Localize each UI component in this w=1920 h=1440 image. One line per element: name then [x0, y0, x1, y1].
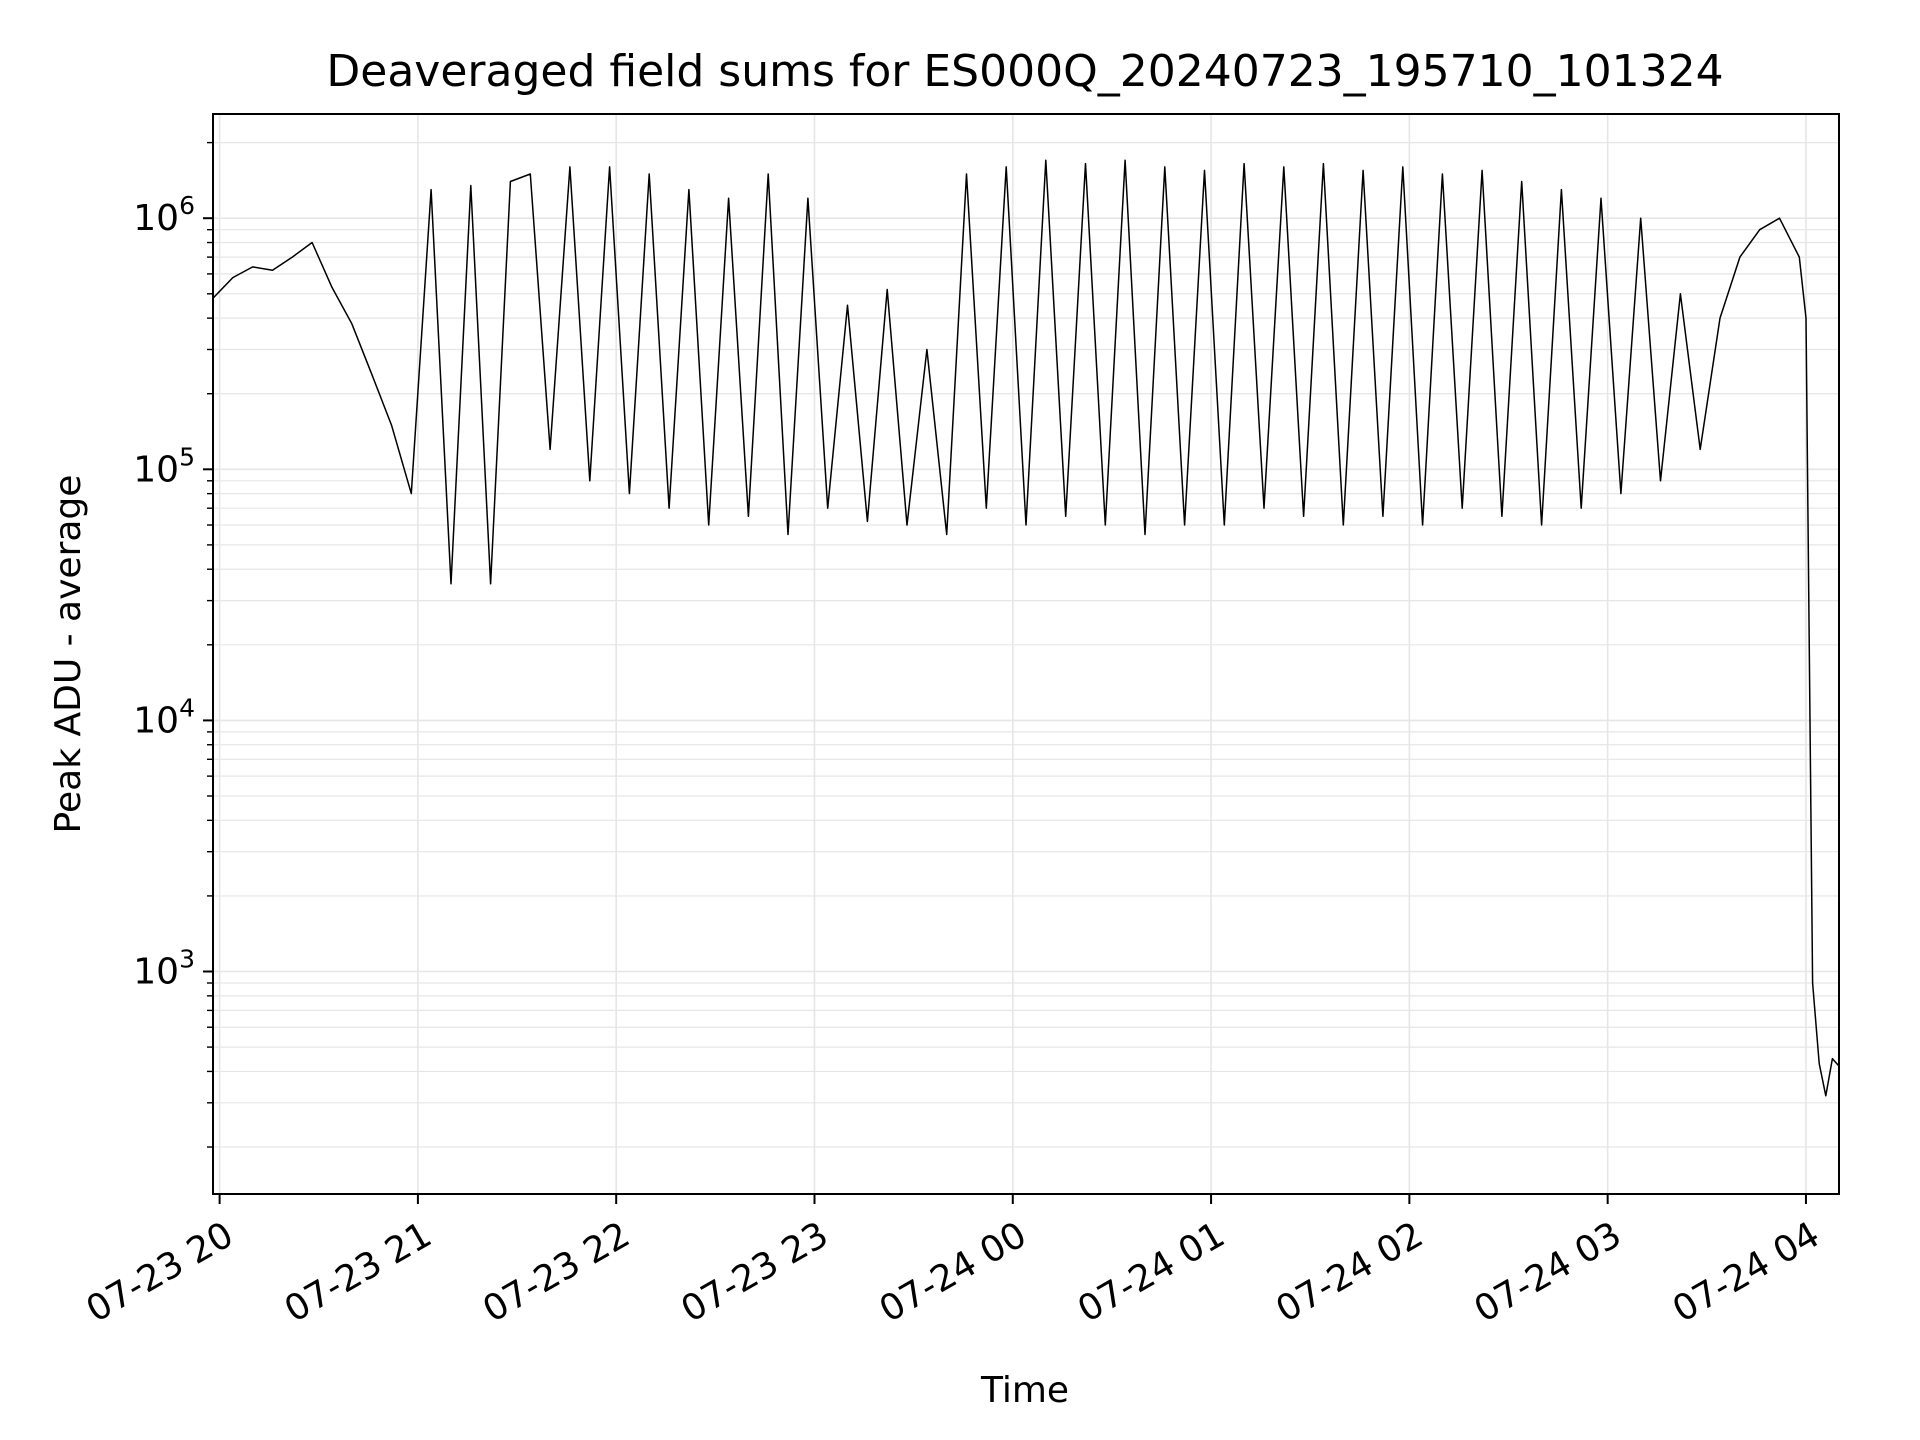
y-tick-base: 10 [133, 952, 179, 993]
y-tick-label: 103 [133, 945, 195, 993]
y-tick-exponent: 4 [179, 693, 195, 722]
y-tick-exponent: 6 [179, 191, 195, 220]
chart-title: Deaveraged field sums for ES000Q_2024072… [326, 46, 1723, 97]
y-axis-label: Peak ADU - average [48, 475, 89, 834]
y-tick-exponent: 3 [179, 945, 195, 974]
y-tick-base: 10 [133, 449, 179, 490]
grid-layer [213, 114, 1839, 1194]
y-tick-label: 105 [133, 442, 195, 490]
y-tick-base: 10 [133, 198, 179, 239]
series-line [212, 159, 1840, 1097]
x-axis-label: Time [980, 1370, 1069, 1411]
plot-frame [212, 113, 1840, 1195]
y-tick-base: 10 [133, 700, 179, 741]
y-tick-exponent: 5 [179, 442, 195, 471]
y-tick-label: 104 [133, 693, 195, 741]
y-tick-label: 106 [133, 191, 195, 239]
series-layer [212, 159, 1840, 1097]
